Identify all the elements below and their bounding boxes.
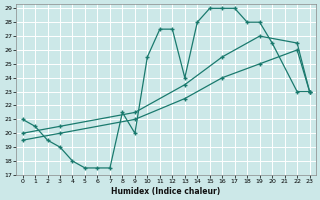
X-axis label: Humidex (Indice chaleur): Humidex (Indice chaleur) xyxy=(111,187,221,196)
